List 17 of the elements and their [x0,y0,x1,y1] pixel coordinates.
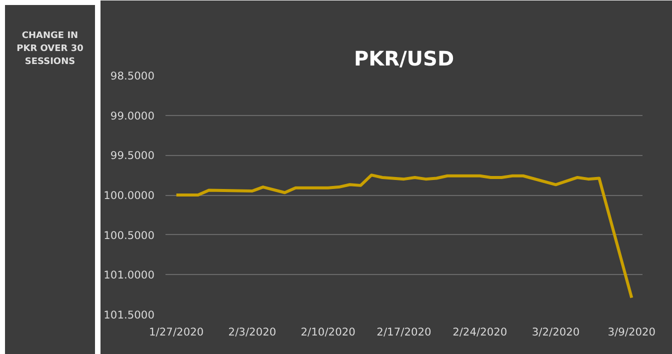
y-tick-label: 99.5000 [110,149,155,162]
y-tick-label: 100.5000 [104,228,155,242]
y-tick-label: 98.5000 [110,70,155,82]
y-tick-label: 100.0000 [104,189,155,202]
y-tick-label: 101.0000 [104,268,155,282]
x-tick-label: 2/3/2020 [228,326,276,338]
x-tick-label: 2/10/2020 [300,326,356,338]
x-tick-label: 1/27/2020 [149,326,204,338]
x-tick-label: 3/2/2020 [532,326,580,338]
y-axis-title: CHANGE IN PKR OVER 30 SESSIONS [16,30,84,69]
y-tick-label: 101.5000 [104,308,155,322]
line-series [174,174,634,300]
chart-title: PKR/USD [354,46,454,70]
x-tick-label: 3/9/2020 [608,326,656,338]
y-tick-label: 99.0000 [110,109,155,122]
x-tick-label: 2/17/2020 [376,326,432,338]
x-tick-label: 2/24/2020 [452,326,508,338]
